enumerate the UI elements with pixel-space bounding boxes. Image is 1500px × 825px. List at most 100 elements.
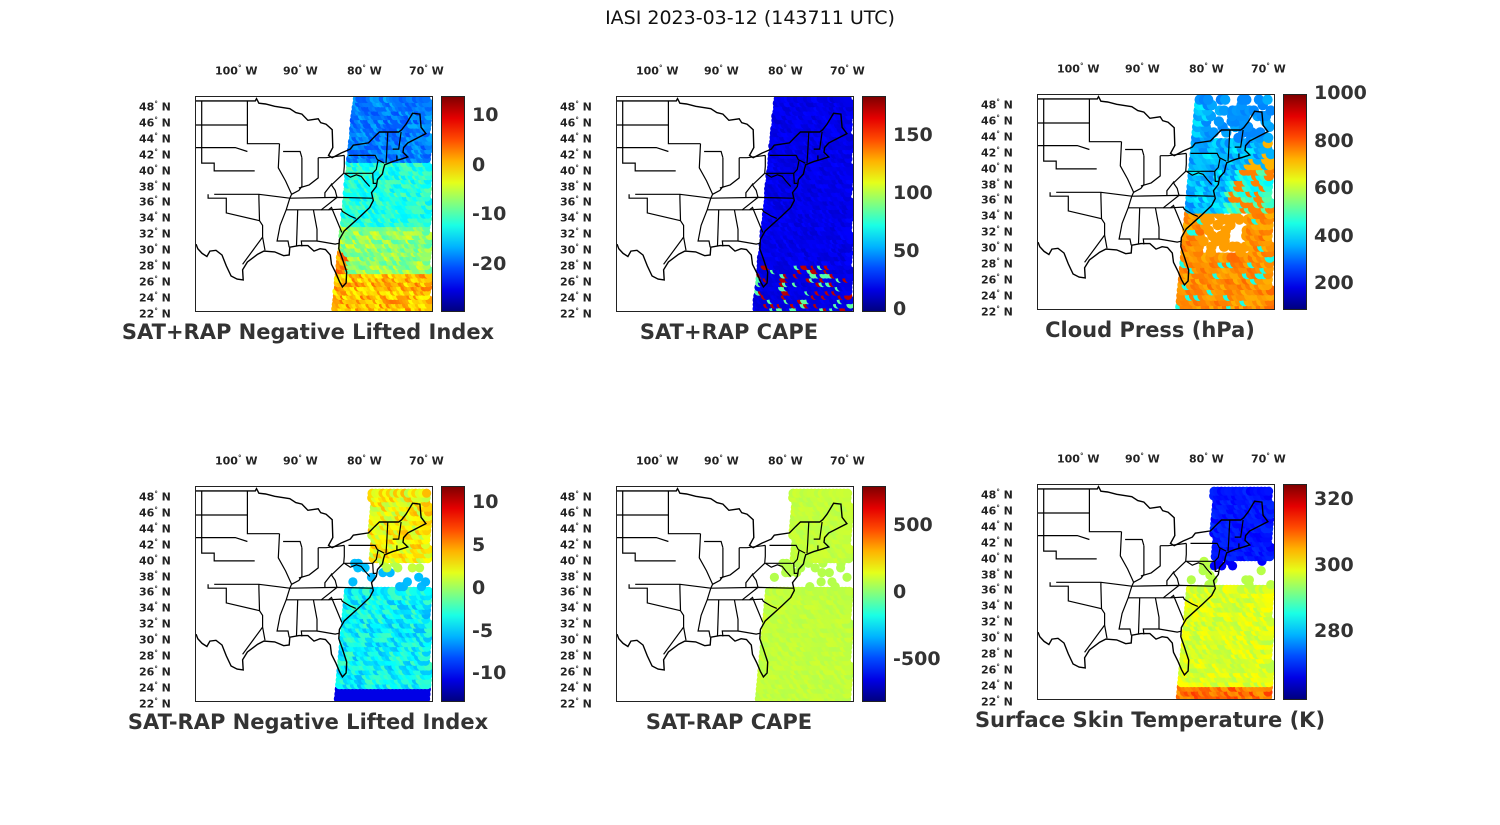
latitude-label: 44° N xyxy=(560,521,592,536)
state-boundary xyxy=(719,157,740,189)
latitude-label: 34° N xyxy=(560,601,592,615)
state-boundary xyxy=(806,131,810,164)
state-boundary xyxy=(712,157,724,195)
state-boundary xyxy=(201,490,255,562)
state-boundary xyxy=(765,159,806,174)
swath-point xyxy=(1253,95,1265,105)
latitude-label: 40° N xyxy=(139,163,171,178)
state-boundary xyxy=(1038,145,1090,151)
state-boundary xyxy=(300,599,318,637)
state-boundary xyxy=(283,540,303,548)
colorbar-tick-label: 1000 xyxy=(1314,82,1367,104)
state-boundary xyxy=(617,147,669,153)
state-boundary xyxy=(1125,148,1145,156)
colorbar-tick-label: -10 xyxy=(472,662,507,685)
longitude-label: 70° W xyxy=(830,64,865,78)
latitude-label: 28° N xyxy=(981,257,1013,271)
state-boundary xyxy=(1084,234,1106,263)
swath-point xyxy=(348,577,358,587)
state-boundary xyxy=(737,240,760,245)
latitude-label: 46° N xyxy=(139,505,171,520)
latitude-label: 38° N xyxy=(139,179,171,194)
colorbar-tick-label: 150 xyxy=(893,124,933,147)
longitude-label: 90° W xyxy=(283,64,318,78)
state-boundary xyxy=(372,173,377,184)
latitude-label: 34° N xyxy=(560,211,592,225)
swath-point xyxy=(1263,132,1274,143)
state-boundary xyxy=(348,154,379,161)
latitude-label: 32° N xyxy=(560,227,592,241)
state-boundary xyxy=(1088,98,1122,143)
map-svg xyxy=(196,487,432,701)
state-boundary xyxy=(622,100,676,172)
latitude-label: 44° N xyxy=(560,131,592,146)
state-boundary xyxy=(764,172,792,187)
latitude-label: 44° N xyxy=(981,129,1013,144)
state-boundary xyxy=(207,194,260,222)
swath-point xyxy=(1218,105,1230,116)
latitude-label: 26° N xyxy=(139,274,171,289)
state-boundary xyxy=(628,194,681,222)
latitude-label: 22° N xyxy=(139,306,171,321)
swath-points xyxy=(331,97,432,311)
swath-point xyxy=(769,572,779,582)
longitude-label: 90° W xyxy=(704,454,739,468)
latitude-label: 42° N xyxy=(139,147,171,162)
state-boundary xyxy=(321,208,357,219)
longitude-label: 80° W xyxy=(347,454,382,468)
latitude-label: 30° N xyxy=(560,633,592,647)
swath-point xyxy=(415,563,425,573)
state-boundary xyxy=(663,236,685,265)
state-boundary xyxy=(1142,207,1160,245)
state-boundary xyxy=(258,584,266,641)
latitude-label: 24° N xyxy=(981,288,1013,303)
latitude-label: 40° N xyxy=(981,161,1013,176)
state-boundary xyxy=(1043,98,1097,170)
state-boundary xyxy=(295,599,299,636)
swath-point xyxy=(414,572,424,582)
state-boundary xyxy=(385,131,389,164)
swath-point xyxy=(805,582,815,592)
state-boundary xyxy=(318,544,345,549)
country-outline xyxy=(196,97,427,289)
country-outline xyxy=(196,487,427,679)
latitude-label: 32° N xyxy=(560,617,592,631)
latitude-label: 30° N xyxy=(139,243,171,257)
state-boundary xyxy=(276,143,293,248)
state-boundary xyxy=(721,209,739,247)
state-boundary xyxy=(321,598,357,609)
swath-point xyxy=(1265,105,1274,116)
colorbar xyxy=(1283,94,1307,310)
latitude-label: 36° N xyxy=(981,193,1013,208)
panel-title: Cloud Press (hPa) xyxy=(1045,318,1255,342)
state-boundary xyxy=(1227,129,1231,162)
state-boundary xyxy=(1137,207,1141,244)
state-boundary xyxy=(697,143,714,248)
latitude-label: 22° N xyxy=(560,306,592,321)
state-boundary xyxy=(316,630,339,635)
map-area xyxy=(616,486,854,702)
map-panel: 100° W 90° W 80° W 70° W 48° N 46° N 44° N 42° … xyxy=(523,450,983,750)
latitude-label: 28° N xyxy=(139,259,171,273)
longitude-label: 100° W xyxy=(215,454,258,468)
latitude-label: 28° N xyxy=(560,259,592,273)
state-boundary xyxy=(328,206,343,233)
state-boundary xyxy=(679,194,687,251)
latitude-label: 26° N xyxy=(139,664,171,679)
state-boundary xyxy=(1049,192,1102,220)
longitude-label: 80° W xyxy=(768,454,803,468)
latitude-label: 36° N xyxy=(560,585,592,600)
swath-points xyxy=(1175,95,1274,309)
state-boundary xyxy=(1133,155,1145,193)
state-boundary xyxy=(258,194,266,251)
state-boundary xyxy=(324,573,333,588)
state-boundary xyxy=(716,209,720,246)
state-boundary xyxy=(298,157,319,189)
swath-point xyxy=(1220,95,1231,105)
state-boundary xyxy=(242,626,264,655)
latitude-label: 30° N xyxy=(139,633,171,647)
latitude-label: 24° N xyxy=(560,680,592,695)
state-boundary xyxy=(246,100,280,145)
map-area xyxy=(195,486,433,702)
latitude-label: 36° N xyxy=(139,585,171,600)
